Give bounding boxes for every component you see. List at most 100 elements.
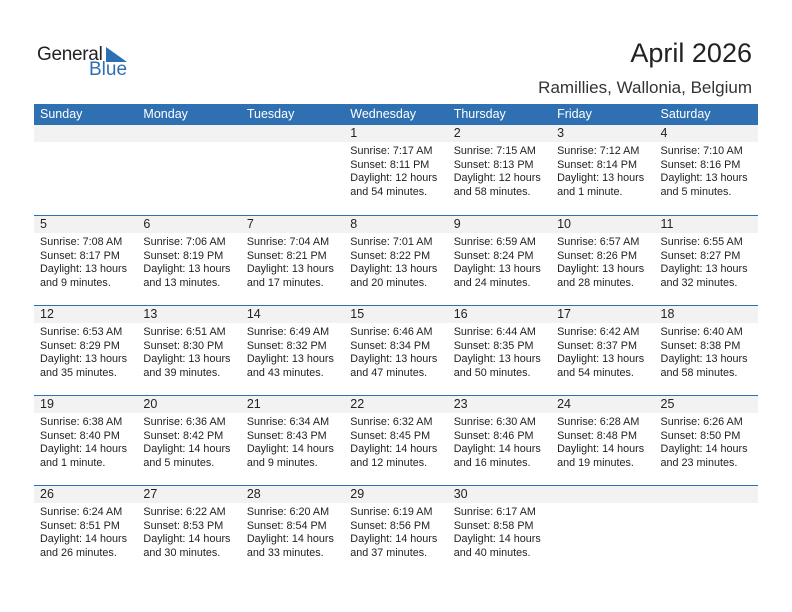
day-number: 3: [557, 126, 565, 140]
day-number: 17: [557, 307, 572, 321]
sunset-text: Sunset: 8:54 PM: [246, 519, 327, 532]
day-cell: 16 Sunrise: 6:44 AM Sunset: 8:35 PM Dayligh…: [448, 306, 551, 395]
sunset-text: Sunset: 8:38 PM: [660, 339, 741, 352]
logo: General Blue: [37, 44, 137, 80]
date-band: [34, 216, 758, 233]
day-cell: 13 Sunrise: 6:51 AM Sunset: 8:30 PM Dayligh…: [137, 306, 240, 395]
daylight-text: Daylight: 13 hours: [143, 353, 231, 366]
weekday-monday: Monday: [143, 107, 188, 121]
day-cell: 26 Sunrise: 6:24 AM Sunset: 8:51 PM Dayligh…: [34, 486, 137, 575]
sunrise-text: Sunrise: 6:38 AM: [40, 416, 123, 428]
daylight-minutes-text: and 37 minutes.: [350, 546, 428, 559]
day-number: 18: [660, 307, 675, 321]
daylight-text: Daylight: 13 hours: [557, 263, 645, 276]
daylight-minutes-text: and 12 minutes.: [350, 456, 428, 469]
day-number: 19: [40, 397, 54, 411]
daylight-text: Daylight: 13 hours: [660, 172, 748, 185]
sunset-text: Sunset: 8:43 PM: [246, 429, 327, 442]
weekday-friday: Friday: [557, 107, 592, 121]
day-cell: 7 Sunrise: 7:04 AM Sunset: 8:21 PM Daylight…: [241, 216, 344, 305]
daylight-minutes-text: and 20 minutes.: [350, 276, 428, 289]
sunrise-text: Sunrise: 6:24 AM: [40, 506, 123, 518]
daylight-minutes-text: and 16 minutes.: [453, 456, 531, 469]
empty-cell: [34, 125, 137, 215]
sunset-text: Sunset: 8:21 PM: [246, 249, 327, 262]
day-number: 24: [557, 397, 572, 411]
date-band: [34, 125, 758, 142]
daylight-minutes-text: and 30 minutes.: [143, 546, 221, 559]
sunset-text: Sunset: 8:27 PM: [660, 249, 741, 262]
day-cell: 11 Sunrise: 6:55 AM Sunset: 8:27 PM Dayligh…: [655, 216, 758, 305]
daylight-text: Daylight: 14 hours: [453, 533, 541, 546]
sunset-text: Sunset: 8:42 PM: [143, 429, 224, 442]
day-number: 16: [453, 307, 468, 321]
daylight-text: Daylight: 13 hours: [557, 353, 645, 366]
sunrise-text: Sunrise: 7:04 AM: [246, 236, 330, 248]
daylight-minutes-text: and 5 minutes.: [143, 456, 215, 469]
daylight-minutes-text: and 40 minutes.: [453, 546, 531, 559]
sunrise-text: Sunrise: 6:51 AM: [143, 326, 226, 338]
daylight-text: Daylight: 14 hours: [350, 443, 438, 456]
daylight-text: Daylight: 13 hours: [246, 353, 334, 366]
daylight-text: Daylight: 14 hours: [660, 443, 748, 456]
daylight-minutes-text: and 9 minutes.: [40, 276, 111, 289]
sunrise-text: Sunrise: 7:06 AM: [143, 236, 226, 248]
week-row: 26 Sunrise: 6:24 AM Sunset: 8:51 PM Dayligh…: [34, 485, 758, 575]
sunrise-text: Sunrise: 6:19 AM: [350, 506, 433, 518]
day-number: 26: [40, 487, 54, 501]
daylight-text: Daylight: 14 hours: [453, 443, 541, 456]
daylight-text: Daylight: 12 hours: [453, 172, 541, 185]
day-cell: 20 Sunrise: 6:36 AM Sunset: 8:42 PM Dayligh…: [137, 396, 240, 485]
week-row: 12 Sunrise: 6:53 AM Sunset: 8:29 PM Dayligh…: [34, 305, 758, 395]
sunset-text: Sunset: 8:53 PM: [143, 519, 224, 532]
calendar-grid: 1 Sunrise: 7:17 AM Sunset: 8:11 PM Daylight…: [34, 125, 758, 575]
location: Ramillies, Wallonia, Belgium: [538, 78, 752, 97]
daylight-text: Daylight: 13 hours: [40, 353, 128, 366]
daylight-minutes-text: and 47 minutes.: [350, 366, 428, 379]
week-row: 5 Sunrise: 7:08 AM Sunset: 8:17 PM Daylight…: [34, 215, 758, 305]
day-number: 7: [246, 217, 254, 231]
sunrise-text: Sunrise: 6:42 AM: [557, 326, 640, 338]
sunrise-text: Sunrise: 6:32 AM: [350, 416, 433, 428]
day-cell: 24 Sunrise: 6:28 AM Sunset: 8:48 PM Dayligh…: [551, 396, 654, 485]
sunrise-text: Sunrise: 6:36 AM: [143, 416, 226, 428]
daylight-minutes-text: and 26 minutes.: [40, 546, 117, 559]
day-number: 1: [350, 126, 358, 140]
sunset-text: Sunset: 8:51 PM: [40, 519, 120, 532]
sunset-text: Sunset: 8:35 PM: [453, 339, 534, 352]
day-number: 8: [350, 217, 358, 231]
day-number: 23: [453, 397, 468, 411]
day-cell: 30 Sunrise: 6:17 AM Sunset: 8:58 PM Dayligh…: [448, 486, 551, 575]
day-cell: 3 Sunrise: 7:12 AM Sunset: 8:14 PM Daylight…: [551, 125, 654, 215]
daylight-minutes-text: and 13 minutes.: [143, 276, 221, 289]
sunrise-text: Sunrise: 6:26 AM: [660, 416, 743, 428]
sunset-text: Sunset: 8:32 PM: [246, 339, 327, 352]
sunset-text: Sunset: 8:34 PM: [350, 339, 431, 352]
sunset-text: Sunset: 8:14 PM: [557, 158, 637, 171]
day-cell: 8 Sunrise: 7:01 AM Sunset: 8:22 PM Daylight…: [344, 216, 447, 305]
day-cell: 4 Sunrise: 7:10 AM Sunset: 8:16 PM Daylight…: [655, 125, 758, 215]
sunrise-text: Sunrise: 6:49 AM: [246, 326, 330, 338]
daylight-text: Daylight: 13 hours: [453, 263, 541, 276]
page-title: April 2026: [630, 38, 752, 68]
day-cell: 15 Sunrise: 6:46 AM Sunset: 8:34 PM Dayligh…: [344, 306, 447, 395]
sunset-text: Sunset: 8:19 PM: [143, 249, 224, 262]
date-band: [34, 396, 758, 413]
day-number: 12: [40, 307, 54, 321]
sunset-text: Sunset: 8:40 PM: [40, 429, 120, 442]
day-cell: 9 Sunrise: 6:59 AM Sunset: 8:24 PM Daylight…: [448, 216, 551, 305]
weekday-tuesday: Tuesday: [246, 107, 295, 121]
daylight-text: Daylight: 13 hours: [453, 353, 541, 366]
day-number: 4: [660, 126, 668, 140]
daylight-text: Daylight: 14 hours: [143, 533, 231, 546]
daylight-minutes-text: and 24 minutes.: [453, 276, 531, 289]
day-cell: 17 Sunrise: 6:42 AM Sunset: 8:37 PM Dayligh…: [551, 306, 654, 395]
sunset-text: Sunset: 8:22 PM: [350, 249, 431, 262]
sunrise-text: Sunrise: 6:44 AM: [453, 326, 536, 338]
day-number: 29: [350, 487, 365, 501]
daylight-text: Daylight: 14 hours: [40, 443, 128, 456]
daylight-minutes-text: and 39 minutes.: [143, 366, 221, 379]
daylight-text: Daylight: 13 hours: [660, 263, 748, 276]
daylight-minutes-text: and 5 minutes.: [660, 185, 732, 198]
day-number: 11: [660, 217, 674, 231]
